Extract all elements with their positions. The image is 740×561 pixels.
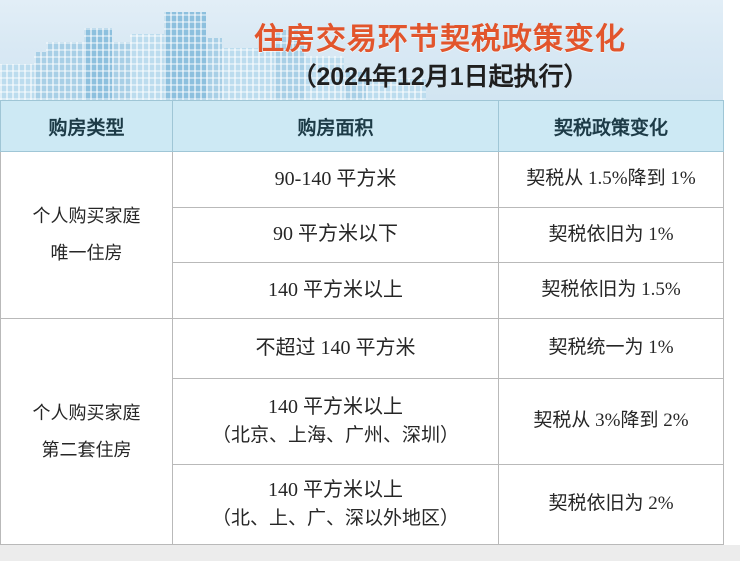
page-subtitle: （2024年12月1日起执行）	[291, 63, 589, 91]
area-text: 140 平方米以上	[268, 479, 403, 502]
group-label-line-2: 第二套住房	[41, 439, 132, 460]
area-cell: 不超过 140 平方米	[172, 318, 499, 379]
area-cell: 90-140 平方米	[172, 151, 499, 208]
area-text: 140 平方米以上	[268, 279, 403, 302]
table-row: 90 平方米以下 契税依旧为 1%	[1, 206, 724, 264]
table-row: 140 平方米以上 （北京、上海、广州、深圳） 契税从 3%降到 2%	[1, 378, 724, 465]
table-header-row: 购房类型 购房面积 契税政策变化	[0, 100, 724, 152]
area-text: 90 平方米以下	[273, 223, 398, 246]
policy-cell: 契税从 1.5%降到 1%	[498, 151, 724, 208]
group-label-line-1: 个人购买家庭	[32, 402, 141, 423]
policy-cell: 契税依旧为 1.5%	[498, 262, 724, 319]
column-header-purchase-type: 购房类型	[0, 100, 173, 152]
table-row: 140 平方米以上 （北、上、广、深以外地区） 契税依旧为 2%	[1, 464, 724, 545]
policy-cell: 契税依旧为 2%	[498, 464, 724, 545]
area-cell: 140 平方米以上	[172, 262, 499, 319]
area-cell: 90 平方米以下	[172, 206, 499, 264]
area-text: 90-140 平方米	[274, 167, 397, 190]
table-row: 个人购买家庭 第二套住房 不超过 140 平方米 契税统一为 1%	[0, 318, 724, 545]
banner-header: 住房交易环节契税政策变化 （2024年12月1日起执行）	[0, 0, 723, 100]
table-right-margin	[723, 100, 740, 545]
banner-text: 住房交易环节契税政策变化 （2024年12月1日起执行）	[0, 0, 723, 100]
area-text: 不超过 140 平方米	[255, 337, 416, 359]
area-note: （北、上、广、深以外地区）	[211, 508, 459, 530]
policy-cell: 契税从 3%降到 2%	[498, 378, 724, 465]
table-row: 个人购买家庭 唯一住房 90-140 平方米 契税从 1.5%降到 1%	[0, 151, 724, 319]
area-cell: 140 平方米以上 （北京、上海、广州、深圳）	[172, 378, 499, 465]
deed-tax-policy-table: 购房类型 购房面积 契税政策变化 个人购买家庭 唯一住房 90-140 平方米 …	[0, 100, 724, 545]
city-skyline-illustration	[0, 0, 430, 100]
group-label-second-home: 个人购买家庭 第二套住房	[0, 318, 173, 545]
area-text: 140 平方米以上	[268, 396, 403, 419]
group-label-first-home: 个人购买家庭 唯一住房	[0, 151, 173, 319]
area-cell: 140 平方米以上 （北、上、广、深以外地区）	[172, 464, 499, 545]
group-label-line-2: 唯一住房	[50, 243, 123, 263]
policy-cell: 契税统一为 1%	[498, 318, 724, 379]
column-header-purchase-area: 购房面积	[172, 100, 499, 152]
bottom-strip	[0, 545, 740, 561]
policy-cell: 契税依旧为 1%	[498, 206, 724, 264]
area-note: （北京、上海、广州、深圳）	[211, 425, 459, 447]
page-title: 住房交易环节契税政策变化	[254, 23, 626, 56]
column-header-policy-change: 契税政策变化	[498, 100, 724, 152]
banner-right-margin	[723, 0, 740, 100]
group-label-line-1: 个人购买家庭	[32, 206, 141, 227]
